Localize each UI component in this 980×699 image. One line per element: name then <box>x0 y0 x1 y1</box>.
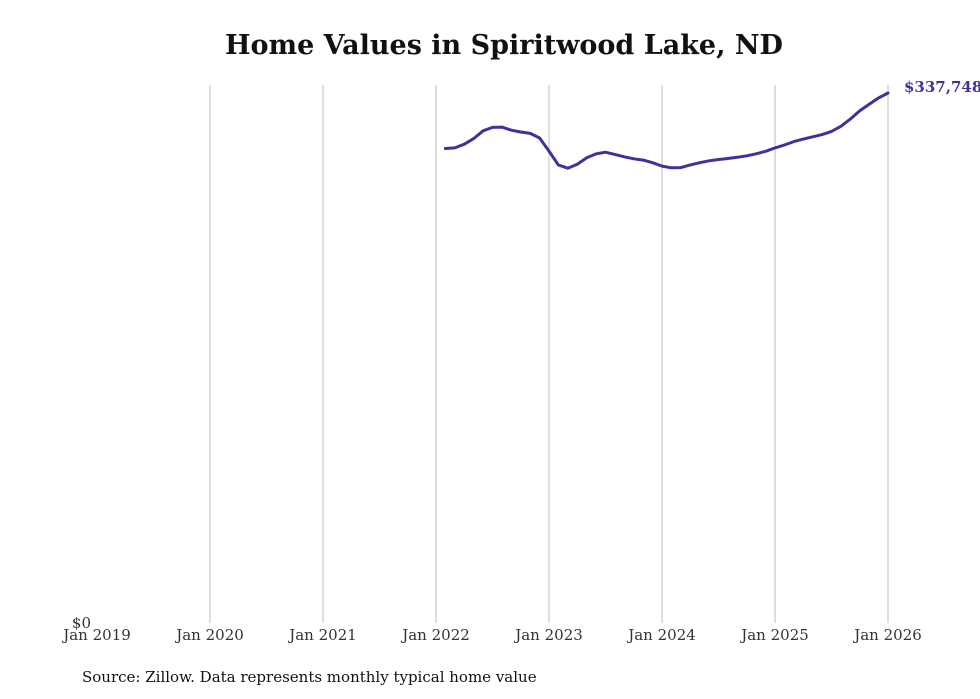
data-point-2025-05 <box>811 135 814 138</box>
series-line <box>443 91 890 170</box>
data-point-2023-01 <box>547 149 551 153</box>
data-point-2024-03 <box>679 166 682 169</box>
data-point-2022-10 <box>519 130 522 134</box>
data-point-2025-09 <box>849 117 852 121</box>
chart-title: Home Values in Spiritwood Lake, ND <box>225 30 783 61</box>
data-point-2024-02 <box>670 166 673 169</box>
data-point-2022-09 <box>510 129 513 132</box>
data-point-2022-03 <box>453 146 456 150</box>
data-point-2022-04 <box>463 143 466 146</box>
data-point-2023-05 <box>585 156 588 159</box>
data-point-2022-12 <box>538 136 541 140</box>
data-point-2023-12 <box>651 161 654 164</box>
source-note: Source: Zillow. Data represents monthly … <box>82 668 537 686</box>
data-point-2023-08 <box>613 153 617 156</box>
data-point-2022-02 <box>444 147 447 150</box>
data-point-2024-04 <box>689 163 692 167</box>
x-tick-label-2020: Jan 2020 <box>174 626 244 644</box>
data-point-2024-10 <box>745 154 748 157</box>
data-point-2023-07 <box>604 151 607 154</box>
x-tick-label-2019: Jan 2019 <box>61 626 131 644</box>
data-point-2026-01 <box>886 91 890 95</box>
data-point-2023-10 <box>632 157 635 160</box>
data-point-2023-04 <box>576 163 579 166</box>
x-tick-label-2022: Jan 2022 <box>400 626 470 644</box>
data-point-2025-03 <box>792 140 795 143</box>
data-point-2025-06 <box>820 133 824 136</box>
data-point-2022-07 <box>491 126 494 129</box>
data-point-2025-01 <box>773 146 777 150</box>
x-tick-label-2026: Jan 2026 <box>852 626 922 644</box>
x-tick-label-2024: Jan 2024 <box>626 626 696 644</box>
data-point-2023-09 <box>623 155 626 158</box>
x-tick-label-2025: Jan 2025 <box>739 626 809 644</box>
data-point-2025-11 <box>868 103 871 106</box>
data-point-2025-04 <box>802 137 805 141</box>
end-value-label: $337,748 <box>904 78 980 96</box>
data-point-2024-06 <box>707 159 711 162</box>
data-point-2022-11 <box>529 132 532 135</box>
data-point-2025-08 <box>839 125 843 128</box>
data-point-2023-03 <box>566 167 569 170</box>
data-point-2022-05 <box>472 137 475 140</box>
data-point-2024-07 <box>717 158 720 161</box>
data-point-2023-11 <box>642 158 645 162</box>
data-point-2025-07 <box>830 130 833 133</box>
data-point-2024-05 <box>698 161 701 164</box>
data-point-2022-08 <box>500 125 504 129</box>
data-point-2025-12 <box>877 96 880 100</box>
data-point-2024-12 <box>764 150 767 153</box>
data-point-2023-02 <box>557 163 560 167</box>
data-point-2024-01 <box>660 164 664 168</box>
data-point-2025-02 <box>783 143 786 147</box>
y-tick-label-zero: $0 <box>72 614 91 632</box>
data-point-2023-06 <box>594 152 598 156</box>
data-point-2025-10 <box>858 109 861 112</box>
data-point-2024-08 <box>726 157 730 160</box>
data-point-2022-06 <box>481 129 485 132</box>
x-tick-label-2021: Jan 2021 <box>287 626 357 644</box>
data-point-2024-09 <box>736 156 739 159</box>
x-tick-label-2023: Jan 2023 <box>513 626 583 644</box>
data-point-2024-11 <box>755 152 758 155</box>
